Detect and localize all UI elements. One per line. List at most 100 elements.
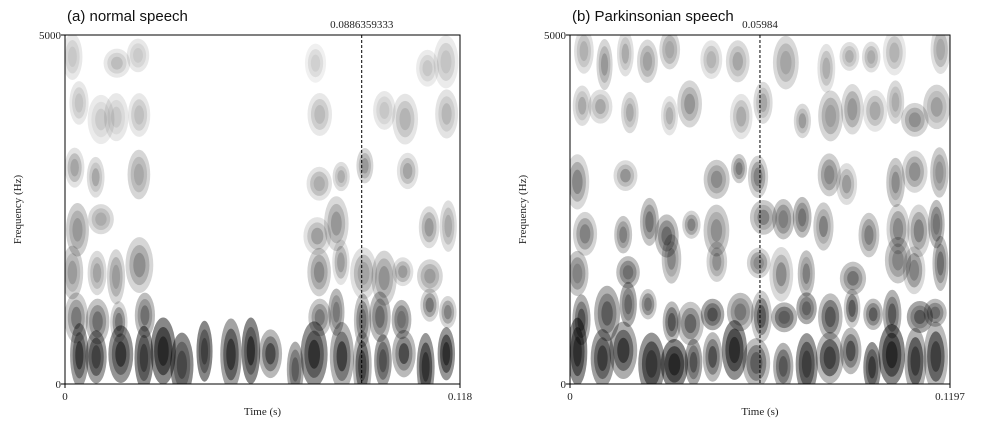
texture-blob (886, 36, 903, 70)
texture-blob (291, 357, 299, 382)
texture-blob (332, 161, 350, 192)
texture-blob (244, 326, 258, 375)
texture-blob (419, 54, 436, 82)
texture-blob (572, 85, 592, 126)
texture-blob (72, 218, 83, 242)
texture-blob (771, 302, 798, 333)
texture-blob (440, 334, 453, 373)
texture-blob (878, 324, 906, 384)
texture-blob (572, 169, 583, 195)
texture-blob (668, 353, 681, 376)
texture-blob (659, 35, 681, 70)
texture-blob (885, 296, 899, 332)
texture-blob (576, 218, 594, 250)
texture-blob (399, 157, 416, 185)
texture-blob (689, 351, 698, 373)
texture-blob (441, 103, 452, 125)
x-tick-label: 0 (567, 391, 573, 403)
texture-blob (88, 204, 114, 235)
texture-blob (591, 94, 610, 119)
texture-blob (839, 41, 860, 71)
texture-blob (621, 43, 630, 64)
texture-blob (303, 217, 332, 256)
texture-blob (861, 41, 881, 73)
texture-blob (932, 235, 949, 291)
texture-blob (133, 252, 146, 278)
chart-title: (b) Parkinsonian speech (572, 8, 734, 25)
texture-blob (863, 298, 884, 331)
texture-blob (570, 327, 585, 377)
texture-blob (707, 165, 726, 194)
texture-blob (795, 333, 818, 384)
x-tick-label: 0.1197 (935, 391, 965, 403)
texture-blob (300, 321, 328, 384)
texture-blob (69, 81, 89, 125)
texture-blob (444, 214, 453, 238)
texture-blob (617, 337, 630, 363)
texture-blob (332, 301, 340, 323)
texture-blob (757, 209, 770, 226)
y-axis-label: Frequency (Hz) (517, 175, 529, 245)
texture-blob (392, 93, 419, 145)
texture-blob (91, 208, 111, 231)
texture-blob (396, 152, 419, 190)
texture-blob (196, 320, 213, 382)
texture-blob (710, 170, 723, 188)
texture-blob (329, 322, 354, 384)
texture-blob (796, 108, 809, 134)
texture-blob (928, 199, 945, 249)
texture-blob (772, 254, 790, 294)
texture-blob (109, 256, 123, 297)
texture-blob (286, 341, 304, 384)
texture-blob (639, 45, 655, 77)
texture-blob (822, 57, 831, 79)
texture-blob (570, 250, 589, 297)
texture-blob (700, 40, 723, 80)
texture-blob (750, 290, 772, 343)
texture-blob (399, 107, 411, 131)
texture-blob (67, 260, 78, 285)
texture-blob (933, 35, 948, 68)
texture-blob (308, 298, 332, 337)
texture-blob (92, 263, 102, 283)
texture-blob (802, 263, 811, 284)
texture-blob (375, 305, 385, 328)
texture-blob (793, 103, 811, 139)
texture-blob (369, 291, 391, 343)
texture-blob (926, 302, 944, 323)
texture-blob (137, 334, 151, 382)
texture-blob (573, 336, 582, 367)
texture-blob (906, 253, 923, 288)
texture-blob (847, 98, 858, 121)
spectrogram (65, 35, 459, 384)
texture-blob (680, 307, 701, 340)
texture-blob (845, 50, 854, 63)
texture-blob (623, 97, 637, 128)
texture-blob (799, 296, 814, 320)
texture-blob (85, 298, 110, 345)
texture-blob (778, 210, 789, 229)
texture-blob (704, 303, 721, 326)
texture-blob (133, 47, 143, 63)
texture-blob (821, 97, 840, 135)
texture-blob (379, 349, 387, 373)
texture-blob (107, 99, 126, 135)
texture-blob (65, 147, 85, 188)
texture-blob (907, 204, 931, 258)
texture-blob (572, 211, 598, 256)
texture-blob (930, 206, 943, 242)
texture-blob (87, 94, 115, 145)
texture-blob (821, 299, 840, 334)
texture-blob (108, 325, 134, 384)
texture-blob (258, 329, 283, 379)
texture-blob (424, 268, 436, 284)
texture-blob (392, 329, 416, 378)
texture-blob (176, 350, 188, 379)
texture-blob (703, 45, 720, 74)
texture-blob (306, 166, 332, 201)
texture-blob (570, 317, 588, 384)
texture-blob (660, 339, 688, 384)
texture-blob (664, 346, 685, 383)
texture-blob (824, 306, 836, 328)
